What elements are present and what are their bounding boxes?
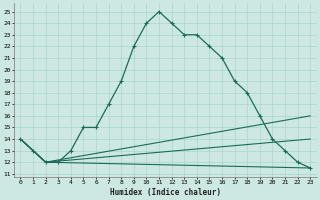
X-axis label: Humidex (Indice chaleur): Humidex (Indice chaleur) (110, 188, 221, 197)
